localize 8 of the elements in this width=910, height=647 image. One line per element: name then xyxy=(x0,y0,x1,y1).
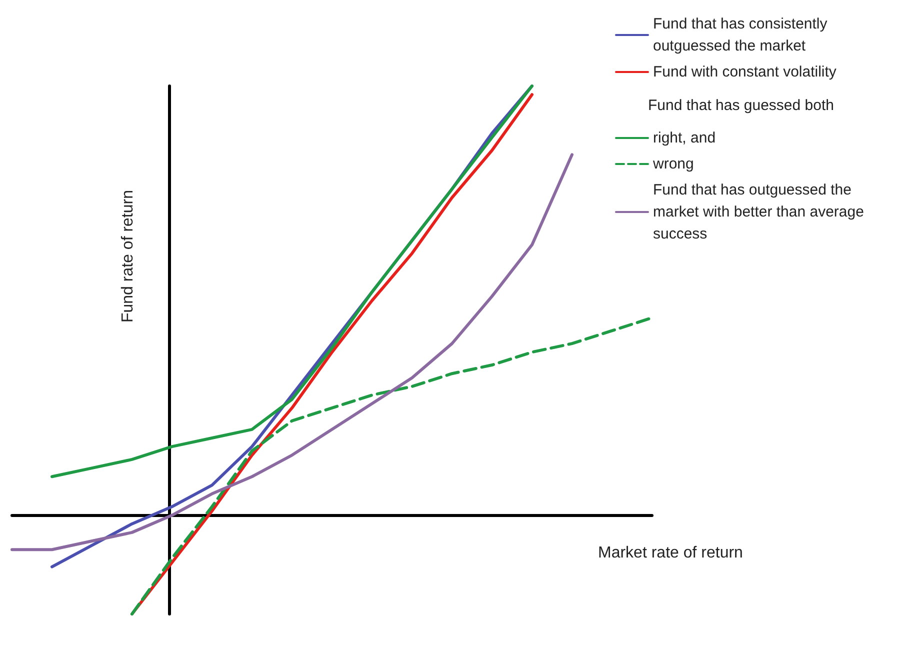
legend-label: Fund with constant volatility xyxy=(653,64,837,80)
x-axis-title: Market rate of return xyxy=(598,544,743,562)
legend-label: wrong xyxy=(652,156,694,172)
legend-label: Fund that has consistently outguessed the market xyxy=(653,16,832,54)
y-axis-title: Fund rate of return xyxy=(120,190,136,323)
legend-label: right, and xyxy=(653,130,716,146)
legend-label: Fund that has outguessed the market with better than average success xyxy=(653,182,868,242)
legend-title: Fund that has guessed both xyxy=(648,97,834,114)
